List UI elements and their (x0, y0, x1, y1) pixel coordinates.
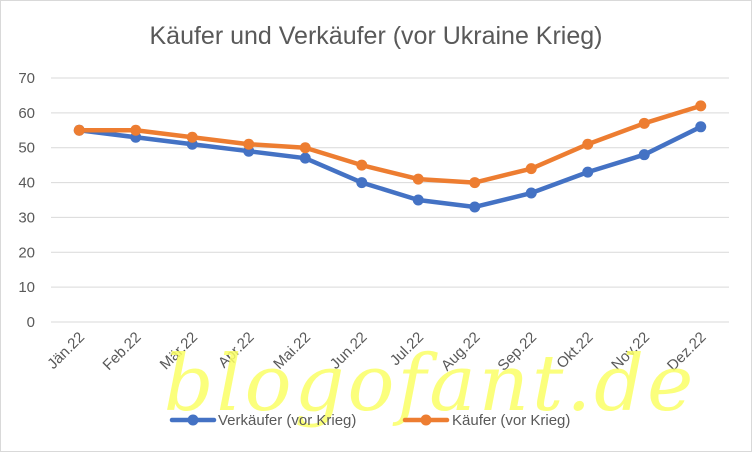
data-point (695, 121, 707, 133)
data-point (582, 138, 594, 150)
chart-title: Käufer und Verkäufer (vor Ukraine Krieg) (149, 22, 603, 50)
y-tick-label: 70 (18, 70, 35, 87)
data-point (582, 166, 594, 178)
y-tick-label: 50 (18, 140, 35, 157)
data-point (299, 142, 311, 154)
series-line-0 (77, 124, 703, 210)
data-point (695, 100, 707, 112)
data-point (356, 177, 368, 189)
data-point (299, 152, 311, 164)
y-tick-label: 30 (18, 209, 35, 226)
data-point (130, 124, 142, 136)
data-point (412, 194, 424, 206)
legend-marker (187, 414, 199, 426)
y-tick-label: 40 (18, 175, 35, 192)
data-point (243, 138, 255, 150)
watermark-text: blogofant.de (164, 339, 697, 429)
legend-label: Verkäufer (vor Krieg) (218, 412, 356, 429)
series-line-1 (77, 103, 703, 185)
legend-label: Käufer (vor Krieg) (452, 412, 570, 429)
y-tick-label: 10 (18, 279, 35, 296)
legend-marker (420, 414, 432, 426)
x-tick-label: Jän.22 (44, 329, 88, 373)
data-point (412, 173, 424, 185)
y-tick-label: 60 (18, 105, 35, 122)
data-point (469, 177, 481, 189)
data-point (73, 124, 85, 136)
data-point (638, 117, 650, 129)
data-point (186, 131, 198, 143)
data-point (356, 159, 368, 171)
data-point (525, 163, 537, 175)
y-tick-label: 0 (27, 314, 35, 331)
data-point (469, 201, 481, 213)
x-tick-label: Feb.22 (100, 329, 145, 374)
y-tick-label: 20 (18, 244, 35, 261)
data-point (525, 187, 537, 199)
data-point (638, 149, 650, 161)
